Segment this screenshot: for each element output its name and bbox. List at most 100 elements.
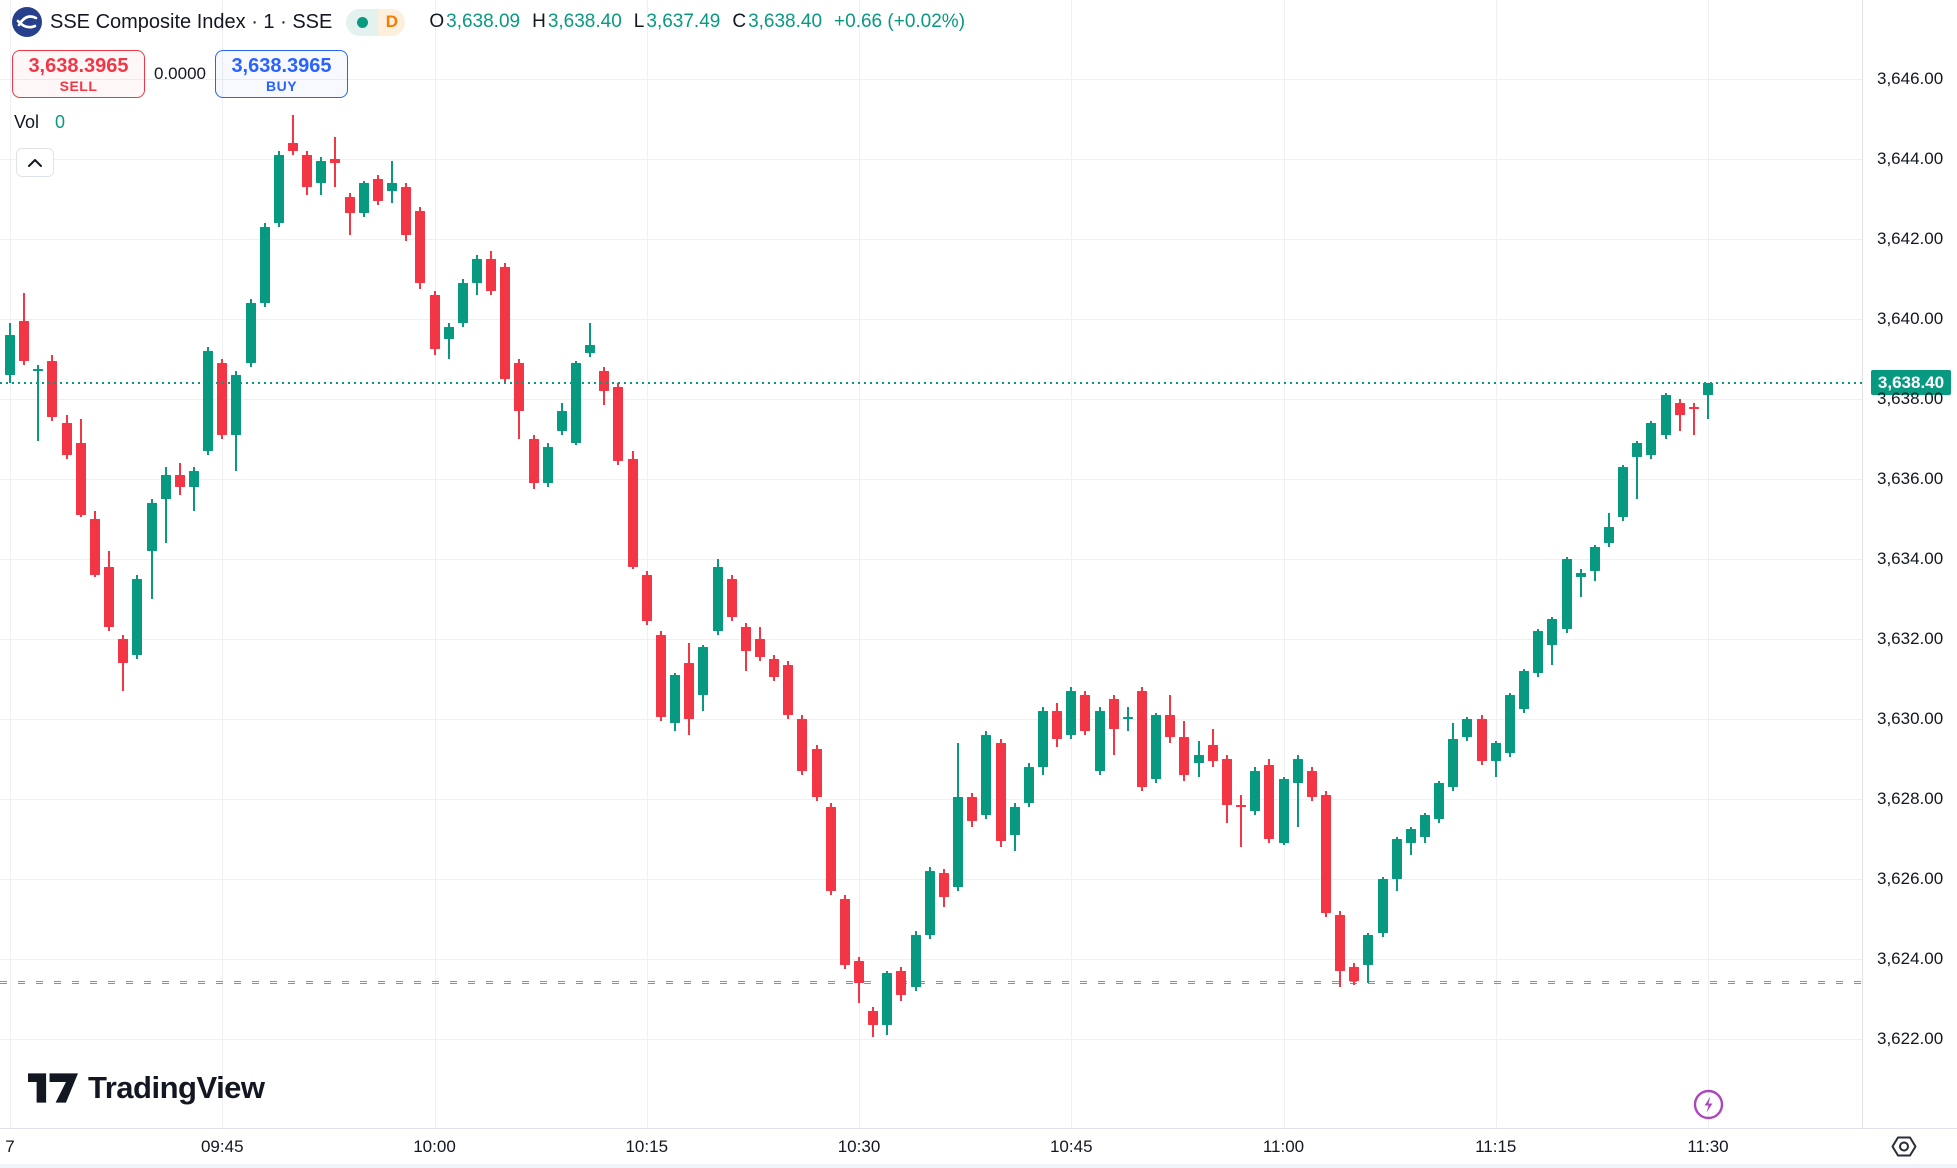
price-tick-label: 3,646.00 bbox=[1877, 69, 1944, 88]
candle bbox=[882, 973, 893, 1025]
candle bbox=[797, 719, 808, 771]
candle bbox=[571, 363, 581, 443]
candle-wick bbox=[447, 323, 450, 359]
candle bbox=[585, 345, 596, 353]
candle bbox=[1066, 691, 1077, 735]
candle bbox=[358, 183, 369, 213]
high-label: H bbox=[532, 11, 546, 32]
price-tick-label: 3,638.00 bbox=[1877, 389, 1944, 408]
candle-wick bbox=[589, 323, 592, 357]
grid-line-h bbox=[0, 399, 1862, 400]
candle bbox=[89, 519, 100, 575]
grid-line-v bbox=[859, 0, 860, 1128]
candle bbox=[443, 327, 454, 339]
candle bbox=[415, 211, 426, 283]
candle bbox=[684, 663, 695, 719]
candle bbox=[981, 735, 992, 815]
gear-icon bbox=[1891, 1136, 1917, 1157]
price-tick-label: 3,632.00 bbox=[1877, 629, 1944, 648]
axis-settings-button[interactable] bbox=[1891, 1134, 1917, 1159]
time-tick-label: 10:00 bbox=[413, 1137, 456, 1156]
candle bbox=[1137, 691, 1147, 787]
grid-line-h bbox=[0, 719, 1862, 720]
candle-wick bbox=[164, 467, 167, 543]
candle bbox=[231, 375, 242, 435]
candle bbox=[1179, 737, 1190, 775]
change-value: +0.66 (+0.02%) bbox=[834, 11, 966, 32]
candle-wick bbox=[122, 635, 125, 691]
candle bbox=[1335, 915, 1346, 971]
candle bbox=[429, 295, 440, 349]
candle bbox=[1632, 443, 1643, 457]
candle-wick bbox=[292, 115, 294, 155]
candle bbox=[344, 197, 355, 213]
buy-label: BUY bbox=[265, 77, 298, 94]
open-label: O bbox=[429, 11, 445, 32]
open-value: 3,638.09 bbox=[446, 11, 521, 32]
candle bbox=[1052, 711, 1063, 739]
candle bbox=[910, 935, 921, 987]
candle-wick bbox=[1692, 403, 1695, 435]
candle bbox=[924, 871, 935, 935]
candle bbox=[174, 475, 185, 487]
candle bbox=[259, 227, 270, 303]
sell-button[interactable]: 3,638.3965 SELL bbox=[12, 50, 145, 98]
tradingview-logo[interactable]: TradingView bbox=[28, 1070, 265, 1106]
price-tick-label: 3,644.00 bbox=[1877, 149, 1944, 168]
chevron-up-icon bbox=[28, 158, 42, 167]
time-tick-label: 09:45 bbox=[200, 1137, 244, 1156]
grid-line-h bbox=[0, 799, 1862, 800]
candle bbox=[75, 443, 86, 515]
candle bbox=[1589, 547, 1600, 571]
candle bbox=[33, 369, 44, 371]
candle bbox=[1108, 699, 1119, 729]
grid-line-h bbox=[0, 1039, 1862, 1040]
candle bbox=[1122, 717, 1133, 719]
price-axis[interactable]: 3,638.40 3,646.00 3,644.00 3,642.00 3,640.0… bbox=[1862, 0, 1957, 1128]
grid-line-v bbox=[1708, 0, 1709, 1128]
candle bbox=[1320, 795, 1331, 913]
candle bbox=[542, 447, 553, 483]
low-label: L bbox=[633, 11, 645, 32]
lightning-icon bbox=[1693, 1089, 1724, 1120]
candle bbox=[1405, 829, 1416, 843]
candle bbox=[1080, 695, 1091, 731]
grid-line-v bbox=[1071, 0, 1072, 1128]
buy-button[interactable]: 3,638.3965 BUY bbox=[215, 50, 348, 98]
grid-line-v bbox=[10, 0, 11, 1128]
market-status-pill[interactable]: D bbox=[346, 8, 406, 36]
time-tick-label: 11:15 bbox=[1475, 1137, 1517, 1156]
candle bbox=[1264, 765, 1275, 839]
candle bbox=[1363, 935, 1374, 965]
candle bbox=[769, 659, 780, 677]
symbol-title[interactable]: SSE Composite Index · 1 · SSE bbox=[50, 10, 333, 33]
collapse-panel-button[interactable] bbox=[16, 148, 54, 177]
candle bbox=[1207, 745, 1218, 761]
candle bbox=[1674, 403, 1685, 415]
candle bbox=[457, 283, 468, 323]
time-axis[interactable]: 7 09:45 10:00 10:15 10:30 10:45 11:00 11:15 11:3… bbox=[0, 1128, 1957, 1168]
candle bbox=[1349, 967, 1360, 981]
sell-price: 3,638.3965 bbox=[28, 54, 129, 77]
candle-wick bbox=[192, 467, 195, 511]
candle-wick bbox=[37, 365, 40, 441]
candle bbox=[273, 155, 284, 223]
buy-price: 3,638.3965 bbox=[231, 54, 332, 77]
candle bbox=[1250, 771, 1261, 811]
candle bbox=[188, 471, 199, 487]
time-tick-label: 7 bbox=[5, 1137, 15, 1156]
candle bbox=[1519, 671, 1530, 709]
candle bbox=[613, 387, 624, 461]
candle bbox=[698, 647, 709, 695]
price-tick-label: 3,636.00 bbox=[1877, 469, 1944, 488]
candle bbox=[146, 503, 157, 551]
price-tick-label: 3,630.00 bbox=[1877, 709, 1944, 728]
candle bbox=[1603, 527, 1614, 543]
candle-wick bbox=[1126, 707, 1129, 731]
candle bbox=[372, 179, 383, 201]
time-tick-label: 11:30 bbox=[1687, 1137, 1729, 1156]
chart-plot-area[interactable] bbox=[0, 0, 1862, 1128]
price-tick-label: 3,640.00 bbox=[1877, 309, 1944, 328]
instant-order-button[interactable] bbox=[1692, 1088, 1725, 1121]
